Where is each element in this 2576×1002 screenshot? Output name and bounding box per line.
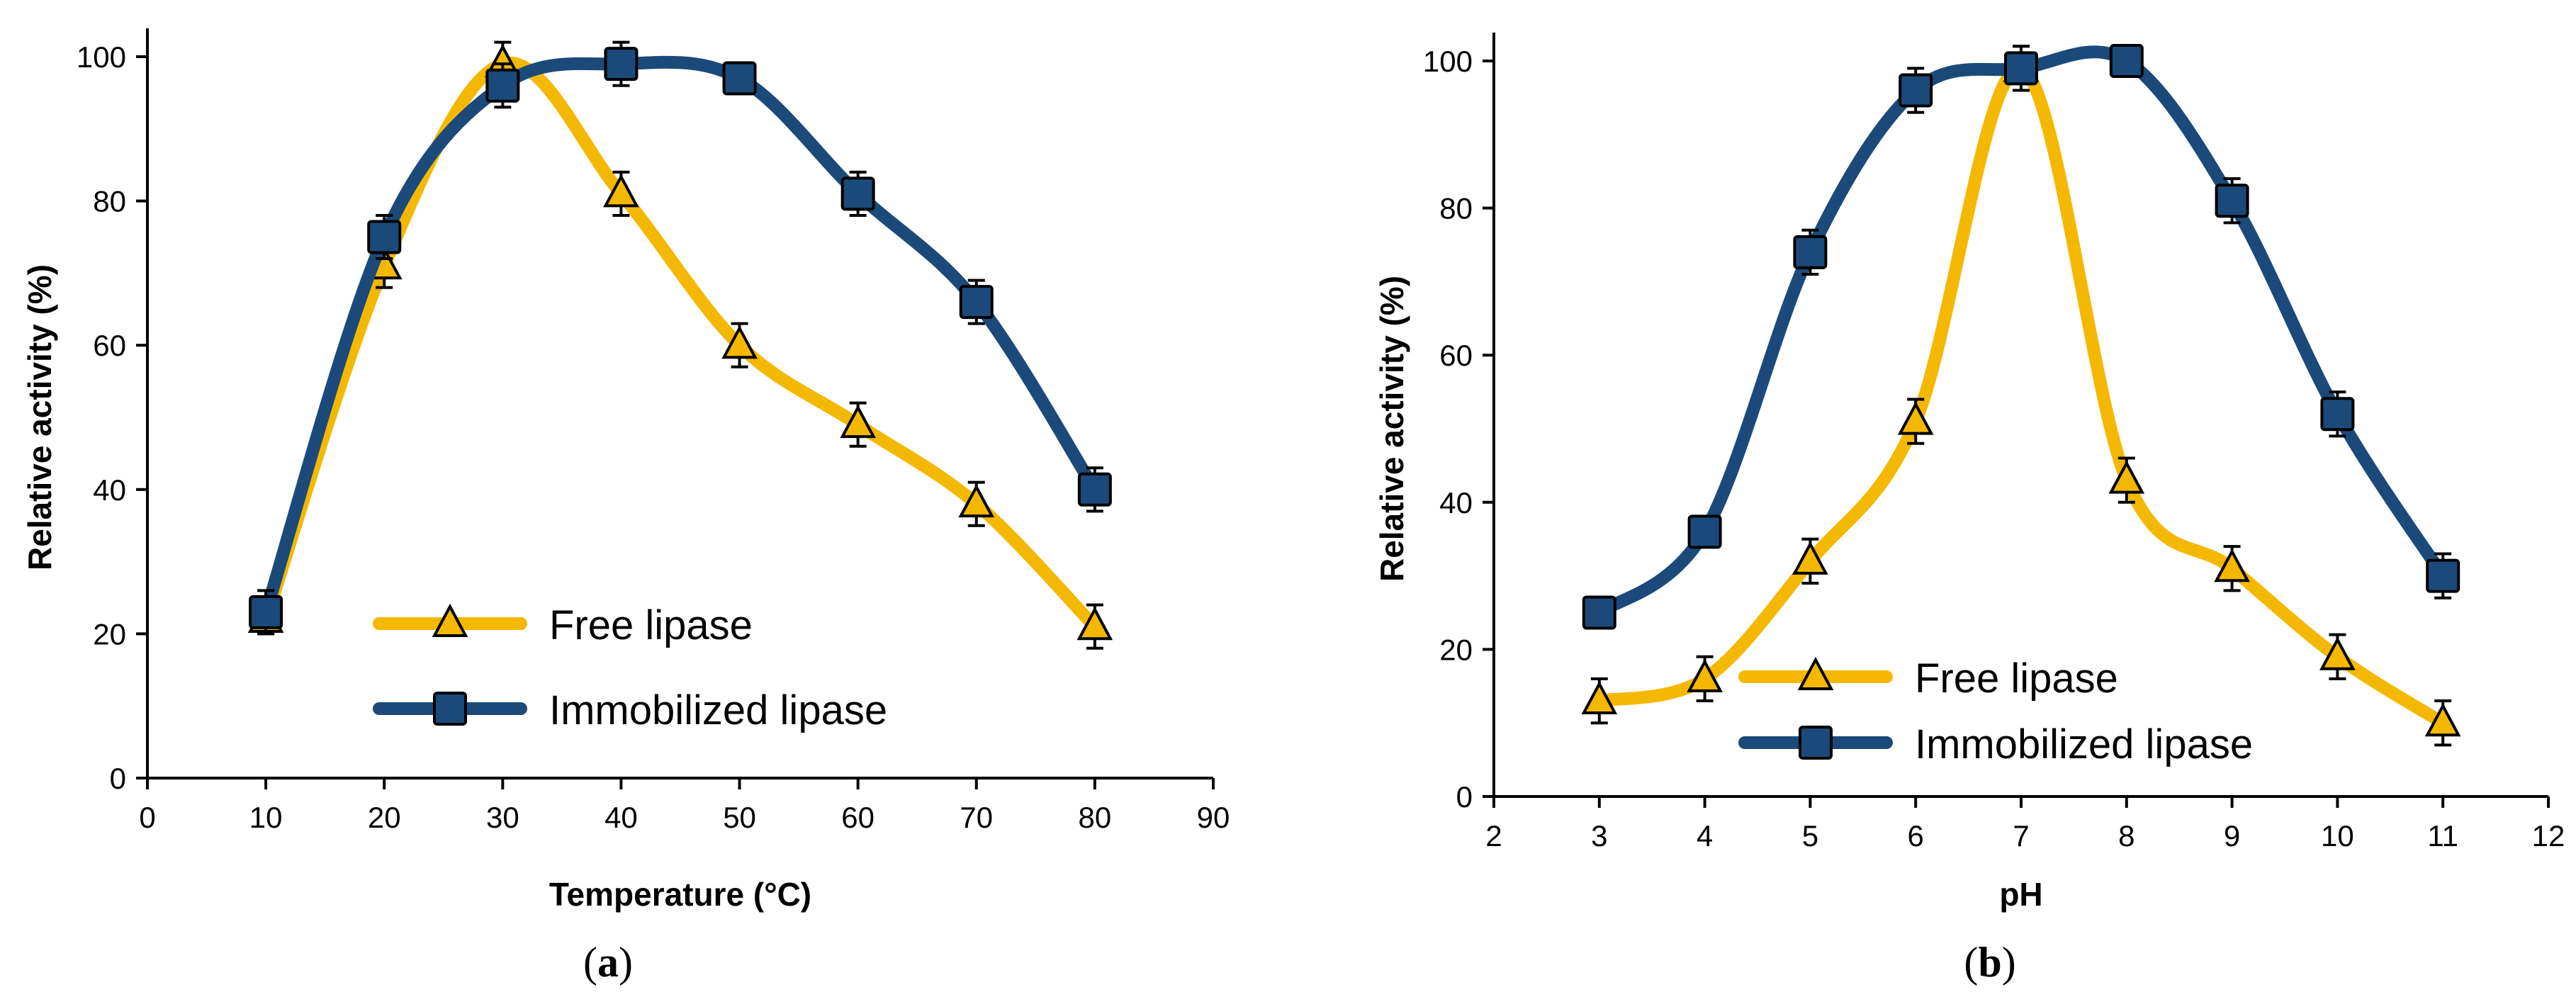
data-point: [2426, 558, 2460, 593]
legend-label: Free lipase: [1915, 655, 2118, 702]
x-axis-title: pH: [1999, 876, 2042, 913]
chart-panel-b: 2 3 4 5 6 7 8 9 10 11 12 0 20 40 60 80 100 pH Relative act…: [1373, 33, 2565, 986]
y-tick-label: 0: [1456, 780, 1473, 814]
data-point: [249, 595, 283, 629]
data-point: [1581, 680, 1618, 715]
y-tick-label: 0: [110, 762, 126, 795]
legend-label: Immobilized lipase: [549, 687, 887, 733]
data-point: [1077, 472, 1112, 507]
data-point: [2320, 397, 2355, 432]
series-line: [259, 56, 1101, 634]
data-point: [1582, 595, 1616, 630]
legend-label: Immobilized lipase: [1915, 721, 2253, 767]
x-tick-label: 2: [1485, 819, 1502, 852]
data-point: [603, 174, 639, 208]
x-axis-title: Temperature (°C): [549, 876, 811, 913]
x-tick-label: 50: [723, 801, 756, 834]
y-tick-label: 40: [1439, 486, 1473, 519]
series-immobilized: [249, 40, 1112, 636]
data-point: [1687, 658, 1723, 692]
legend-triangle-icon: [432, 603, 468, 637]
data-point: [722, 61, 757, 96]
x-tick-label: 10: [2321, 819, 2354, 852]
data-point: [2215, 184, 2249, 218]
data-point: [1899, 73, 1933, 108]
x-tick-label: 80: [1079, 801, 1112, 834]
y-tick-label: 60: [93, 329, 126, 362]
data-point: [2004, 51, 2038, 86]
y-tick-label: 100: [77, 40, 126, 74]
data-point: [2108, 460, 2145, 494]
x-tick-label: 20: [368, 801, 401, 834]
x-tick-label: 11: [2427, 819, 2458, 852]
y-axis-title: Relative activity (%): [1373, 276, 1410, 582]
data-point: [1792, 541, 1828, 575]
x-tick-label: 60: [841, 801, 874, 834]
y-tick-label: 20: [1439, 633, 1473, 666]
y-tick-label: 40: [93, 473, 126, 507]
y-tick-label: 60: [1439, 339, 1473, 372]
x-tick-label: 70: [960, 801, 993, 834]
series-free: [247, 40, 1113, 650]
x-tick-label: 4: [1697, 819, 1713, 852]
data-point: [840, 176, 875, 211]
y-tick-label: 20: [93, 617, 126, 651]
legend: Free lipase Immobilized lipase: [1738, 655, 2253, 767]
legend-label: Free lipase: [549, 602, 753, 648]
data-point: [721, 325, 758, 359]
x-tick-label: 6: [1908, 819, 1924, 852]
data-point: [1793, 235, 1828, 269]
legend-triangle-icon: [1797, 656, 1834, 690]
series-line: [1592, 45, 2450, 619]
y-tick-label: 80: [1439, 192, 1473, 225]
x-tick-label: 10: [249, 801, 283, 834]
series-line: [259, 55, 1101, 619]
panel-label: (a): [583, 939, 633, 986]
data-point: [2214, 548, 2250, 582]
data-point: [959, 285, 994, 320]
series-line: [1592, 62, 2450, 730]
x-tick-label: 3: [1591, 819, 1607, 852]
y-axis-title: Relative activity (%): [21, 264, 58, 570]
x-tick-label: 30: [486, 801, 519, 834]
data-point: [604, 47, 639, 81]
legend-square-icon: [433, 692, 467, 726]
x-tick-label: 0: [139, 801, 155, 834]
legend-square-icon: [1799, 726, 1833, 760]
x-tick-label: 7: [2013, 819, 2029, 852]
data-point: [2109, 44, 2144, 78]
data-point: [840, 404, 877, 439]
data-point: [1687, 514, 1722, 549]
data-point: [367, 220, 402, 254]
data-point: [2424, 702, 2461, 737]
panel-label: (b): [1964, 939, 2015, 986]
x-tick-label: 90: [1197, 801, 1230, 834]
x-tick-label: 40: [604, 801, 638, 834]
x-tick-label: 9: [2224, 819, 2240, 852]
data-point: [1076, 606, 1113, 641]
data-point: [2319, 636, 2356, 670]
y-tick-label: 100: [1423, 45, 1473, 78]
legend: Free lipase Immobilized lipase: [373, 602, 887, 733]
x-tick-label: 5: [1802, 819, 1818, 852]
data-point: [485, 68, 520, 103]
data-point: [958, 483, 995, 518]
x-tick-label: 12: [2532, 819, 2565, 852]
series-immobilized: [1582, 44, 2460, 630]
chart-panel-a: 0 10 20 30 40 50 60 70 80 90 0 20 40 60 80 100 Temperatu…: [21, 28, 1230, 986]
data-point: [1897, 401, 1934, 435]
x-tick-label: 8: [2118, 819, 2135, 852]
y-tick-label: 80: [93, 185, 126, 218]
